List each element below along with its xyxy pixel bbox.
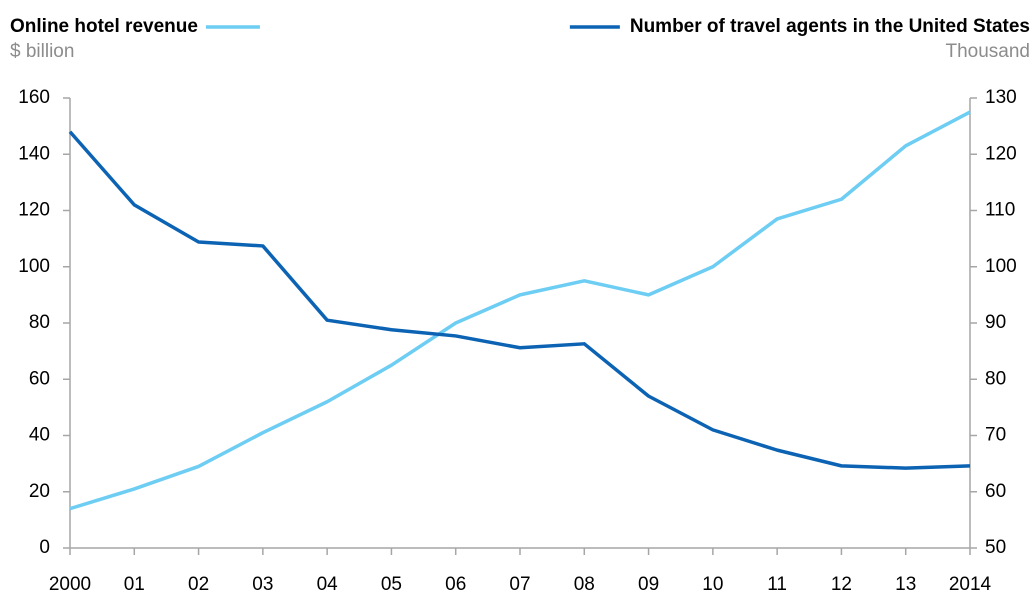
y-tick-label: 120	[18, 200, 50, 221]
y2-tick-label: 110	[985, 200, 1015, 221]
y2-tick-label: 70	[985, 425, 1006, 446]
y2-tick-label: 50	[985, 537, 1006, 558]
y2-tick-label: 90	[985, 312, 1006, 333]
y-tick-label: 80	[29, 312, 50, 333]
x-tick-label: 10	[702, 574, 723, 595]
y2-tick-label: 120	[985, 143, 1017, 164]
x-tick-label: 2014	[949, 574, 992, 595]
legend-label: Online hotel revenue	[10, 16, 198, 37]
y-axis-label: $ billion	[10, 41, 74, 62]
y-tick-label: 140	[18, 143, 50, 164]
y-tick-label: 160	[18, 87, 50, 108]
x-tick-label: 02	[188, 574, 209, 595]
y2-axis-label: Thousand	[945, 41, 1030, 62]
x-tick-label: 11	[767, 574, 787, 595]
x-tick-label: 2000	[49, 574, 91, 595]
x-tick-label: 03	[252, 574, 273, 595]
series-line	[68, 130, 971, 470]
y2-tick-label: 60	[985, 481, 1006, 502]
x-tick-label: 13	[895, 574, 916, 595]
x-tick-label: 07	[509, 574, 530, 595]
y-tick-label: 100	[18, 256, 50, 277]
x-tick-label: 06	[445, 574, 466, 595]
x-tick-label: 04	[317, 574, 339, 595]
series-line	[69, 110, 971, 511]
x-tick-label: 05	[381, 574, 402, 595]
y2-tick-label: 100	[985, 256, 1017, 277]
x-tick-label: 09	[638, 574, 659, 595]
y2-tick-label: 130	[985, 87, 1017, 108]
x-tick-label: 01	[124, 574, 145, 595]
y-tick-label: 40	[29, 425, 50, 446]
x-tick-label: 12	[831, 574, 852, 595]
legend-label: Number of travel agents in the United St…	[630, 16, 1030, 37]
y-tick-label: 20	[29, 481, 50, 502]
y-tick-label: 60	[29, 368, 50, 389]
y-tick-label: 0	[39, 537, 50, 558]
y2-tick-label: 80	[985, 368, 1006, 389]
x-tick-label: 08	[574, 574, 595, 595]
